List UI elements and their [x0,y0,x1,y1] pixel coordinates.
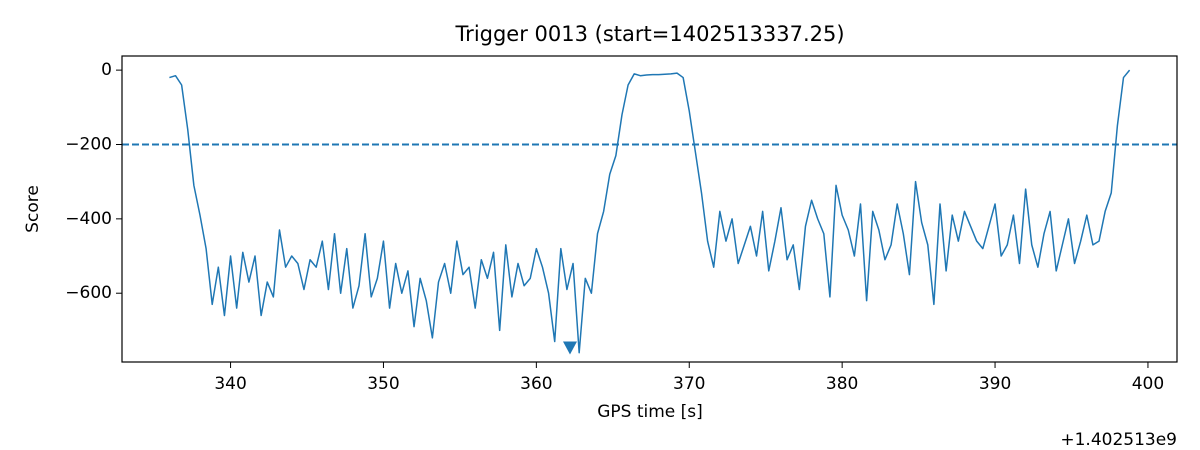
x-tick-label: 360 [520,374,552,394]
x-tick-label: 380 [826,374,858,394]
x-tick-label: 370 [673,374,705,394]
y-tick-label: −200 [65,134,112,154]
y-tick-label: −400 [65,209,112,229]
chart-title: Trigger 0013 (start=1402513337.25) [454,22,844,46]
y-tick-label: −600 [65,283,112,303]
x-axis-label: GPS time [s] [597,402,703,422]
y-tick-label: 0 [101,60,112,80]
trigger-marker [562,341,577,355]
x-offset-label: +1.402513e9 [1060,430,1177,450]
x-tick-label: 390 [979,374,1011,394]
x-tick-label: 400 [1132,374,1164,394]
plot-frame [121,55,1178,363]
x-tick-label: 350 [367,374,399,394]
series-line [169,69,1131,354]
y-axis-label: Score [23,185,43,233]
x-tick-label: 340 [214,374,246,394]
